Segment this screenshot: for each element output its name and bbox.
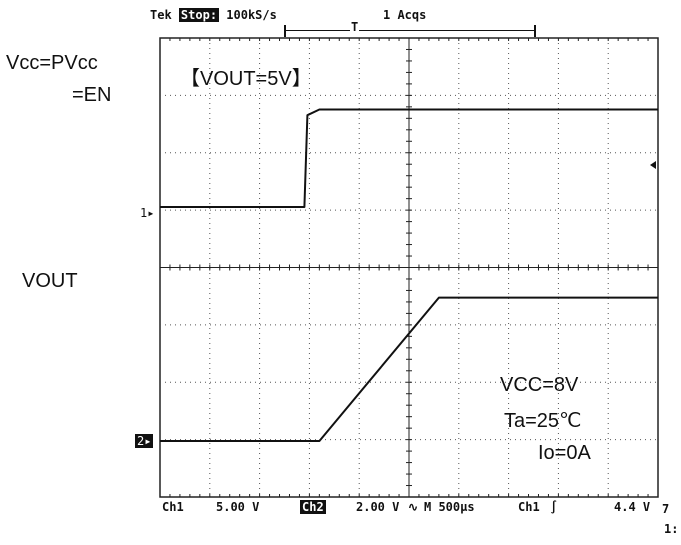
sample-rate-label: 100kS/s: [226, 8, 277, 22]
brand-label: Tek: [150, 8, 172, 22]
ch1-scale: 5.00 V: [216, 500, 260, 514]
edge-digit-b: 1:: [664, 522, 679, 536]
vout-setting-label: 【VOUT=5V】: [180, 68, 312, 90]
trigger-level-marker: [650, 161, 656, 169]
trigger-position-marker: T: [350, 20, 360, 34]
trigger-source-label: Ch1: [518, 500, 540, 514]
trigger-slope-icon: ∫: [550, 500, 558, 514]
supply-label: Vcc=PVcc: [6, 52, 98, 74]
vcc-condition-label: VCC=8V: [500, 374, 579, 396]
graticule: [159, 37, 659, 498]
output-current-condition-label: Io=0A: [538, 442, 591, 464]
acquisition-state-badge: Stop:: [178, 8, 220, 22]
ch1-label: Ch1: [162, 500, 184, 514]
temperature-condition-label: Ta=25℃: [504, 410, 582, 432]
trigger-level-label: 4.4 V: [614, 500, 651, 514]
supply-equal-label: =EN: [72, 84, 112, 106]
trace-ch2: [160, 296, 658, 442]
ch1-ground-marker: 1▸: [140, 206, 155, 220]
trace-ch1: [160, 108, 658, 208]
bandwidth-icon: ∿: [408, 500, 419, 514]
timebase-label: M 500µs: [424, 500, 475, 514]
ch2-scale: 2.00 V: [356, 500, 400, 514]
edge-digit-a: 7: [662, 502, 670, 516]
ch2-ground-marker: 2▸: [135, 434, 154, 448]
trigger-position-bar: T: [284, 20, 536, 39]
waveform-traces: [160, 108, 658, 442]
acquisition-count-label: 1 Acqs: [383, 8, 427, 22]
ch2-label: Ch2: [300, 500, 326, 514]
ch2-signal-label: VOUT: [22, 270, 78, 292]
